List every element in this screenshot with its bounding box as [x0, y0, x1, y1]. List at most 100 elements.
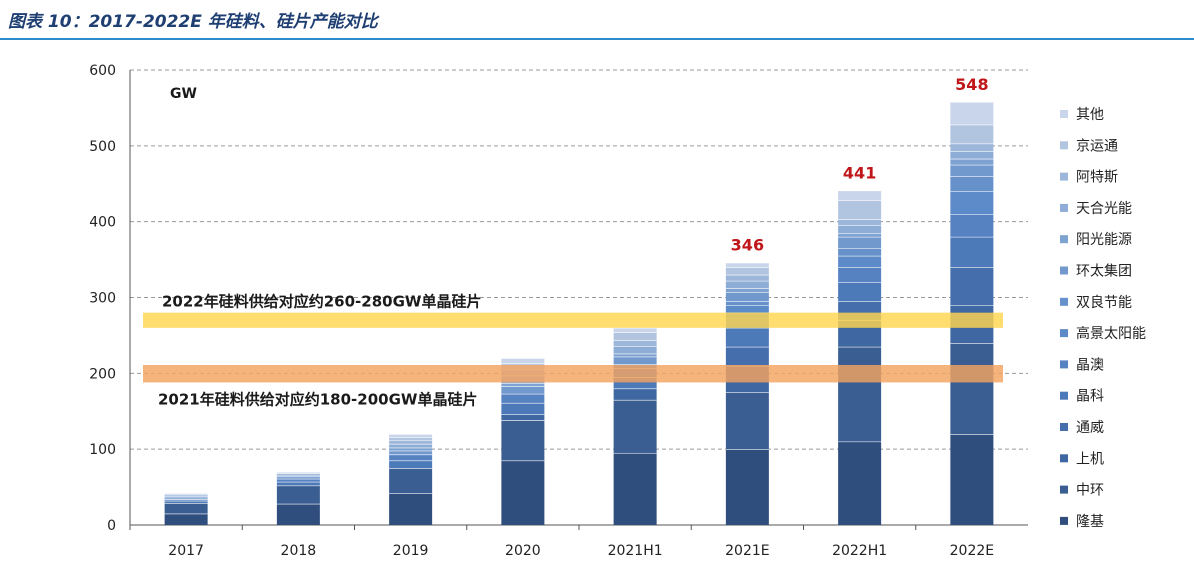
- bar-segment: [613, 399, 657, 453]
- bar-segment: [725, 449, 769, 525]
- bar-segment: [950, 176, 994, 192]
- bar-segment: [950, 151, 994, 159]
- bar-segment: [838, 225, 882, 234]
- bar-segment: [613, 452, 657, 525]
- bar-segment: [838, 255, 882, 268]
- bar-segment: [838, 233, 882, 237]
- legend-swatch: [1060, 297, 1068, 306]
- y-tick-label: 400: [89, 215, 116, 231]
- bar-segment: [725, 346, 769, 366]
- bar-segment: [613, 356, 657, 365]
- bar-segment: [838, 267, 882, 283]
- total-label: 441: [843, 164, 876, 183]
- legend-label: 高景太阳能: [1076, 325, 1146, 342]
- legend-label: 环太集团: [1076, 263, 1132, 280]
- bar-segment: [725, 262, 769, 268]
- bar-segment: [613, 332, 657, 340]
- legend-swatch: [1060, 423, 1068, 431]
- bar-segment: [838, 346, 882, 442]
- bar-segment: [164, 497, 208, 500]
- bar-segment: [164, 494, 208, 497]
- legend-label: 双良节能: [1076, 295, 1132, 311]
- legend-swatch: [1060, 329, 1068, 338]
- bar-segment: [501, 402, 545, 415]
- bar-segment: [501, 414, 545, 421]
- bar-segment: [501, 386, 545, 394]
- y-tick-label: 200: [89, 366, 116, 382]
- bar-segment: [950, 164, 994, 177]
- legend-swatch: [1060, 141, 1068, 150]
- legend-swatch: [1060, 235, 1068, 244]
- bar-segment: [950, 267, 994, 306]
- bar-segment: [838, 282, 882, 302]
- legend-label: 上机: [1076, 451, 1104, 467]
- bar-segment: [164, 513, 208, 525]
- highlight-band: [143, 364, 1003, 383]
- bar-segment: [389, 434, 433, 438]
- y-tick-label: 500: [89, 139, 116, 155]
- bar-segment: [389, 440, 433, 444]
- bar-segment: [613, 346, 657, 354]
- bar-segment: [613, 353, 657, 357]
- bar-segment: [389, 454, 433, 461]
- bar-segment: [838, 200, 882, 220]
- x-tick-label: 2021H1: [608, 543, 663, 559]
- bar-segment: [276, 481, 320, 486]
- bar-segment: [950, 434, 994, 525]
- bar-segment: [389, 447, 433, 451]
- bar-segment: [950, 343, 994, 434]
- bar-segment: [725, 327, 769, 347]
- chart-title: 图表 10：2017-2022E 年硅料、硅片产能对比: [8, 12, 378, 32]
- legend-label: 京运通: [1076, 138, 1118, 154]
- legend-swatch: [1060, 266, 1068, 275]
- bar-segment: [164, 493, 208, 495]
- bar-segment: [950, 236, 994, 268]
- bar-segment: [838, 190, 882, 201]
- title-rule: [0, 38, 1194, 40]
- title-bar: 图表 10：2017-2022E 年硅料、硅片产能对比: [0, 0, 1194, 40]
- legend-label: 阳光能源: [1076, 232, 1132, 248]
- bar-segment: [501, 420, 545, 461]
- legend-label: 通威: [1076, 420, 1104, 436]
- bar-segment: [725, 267, 769, 275]
- bar-segment: [725, 288, 769, 293]
- bar-segment: [389, 493, 433, 525]
- bar-segment: [164, 499, 208, 501]
- bar-segment: [950, 158, 994, 165]
- bar-segment: [164, 503, 208, 514]
- bar-segment: [276, 473, 320, 475]
- bar-segment: [276, 471, 320, 474]
- y-tick-label: 300: [89, 291, 116, 307]
- bar-segment: [725, 292, 769, 302]
- legend-swatch: [1060, 391, 1068, 400]
- bar-segment: [725, 301, 769, 306]
- bar-segment: [501, 358, 545, 364]
- legend-swatch: [1060, 516, 1068, 525]
- total-label: 548: [955, 75, 988, 94]
- bar-segment: [276, 476, 320, 479]
- bar-segment: [838, 248, 882, 256]
- bar-segment: [389, 450, 433, 455]
- legend-swatch: [1060, 454, 1068, 463]
- bar-segment: [613, 388, 657, 400]
- bar-segment: [613, 377, 657, 389]
- bar-segment: [389, 443, 433, 448]
- y-tick-label: 0: [107, 518, 116, 534]
- bar-segment: [276, 474, 320, 477]
- bar-segment: [501, 393, 545, 403]
- bar-segment: [725, 305, 769, 313]
- bar-segment: [950, 143, 994, 152]
- legend-swatch: [1060, 172, 1068, 181]
- bar-segment: [613, 327, 657, 333]
- y-tick-label: 100: [89, 442, 116, 458]
- x-tick-label: 2022H1: [832, 543, 887, 559]
- bar-segment: [501, 383, 545, 387]
- legend-swatch: [1060, 203, 1068, 212]
- bar-segment: [725, 392, 769, 450]
- x-tick-label: 2021E: [725, 543, 769, 559]
- legend-swatch: [1060, 485, 1068, 494]
- x-tick-label: 2017: [168, 543, 204, 559]
- bar-segment: [276, 503, 320, 525]
- bar-segment: [164, 500, 208, 504]
- legend-label: 晶澳: [1076, 357, 1104, 373]
